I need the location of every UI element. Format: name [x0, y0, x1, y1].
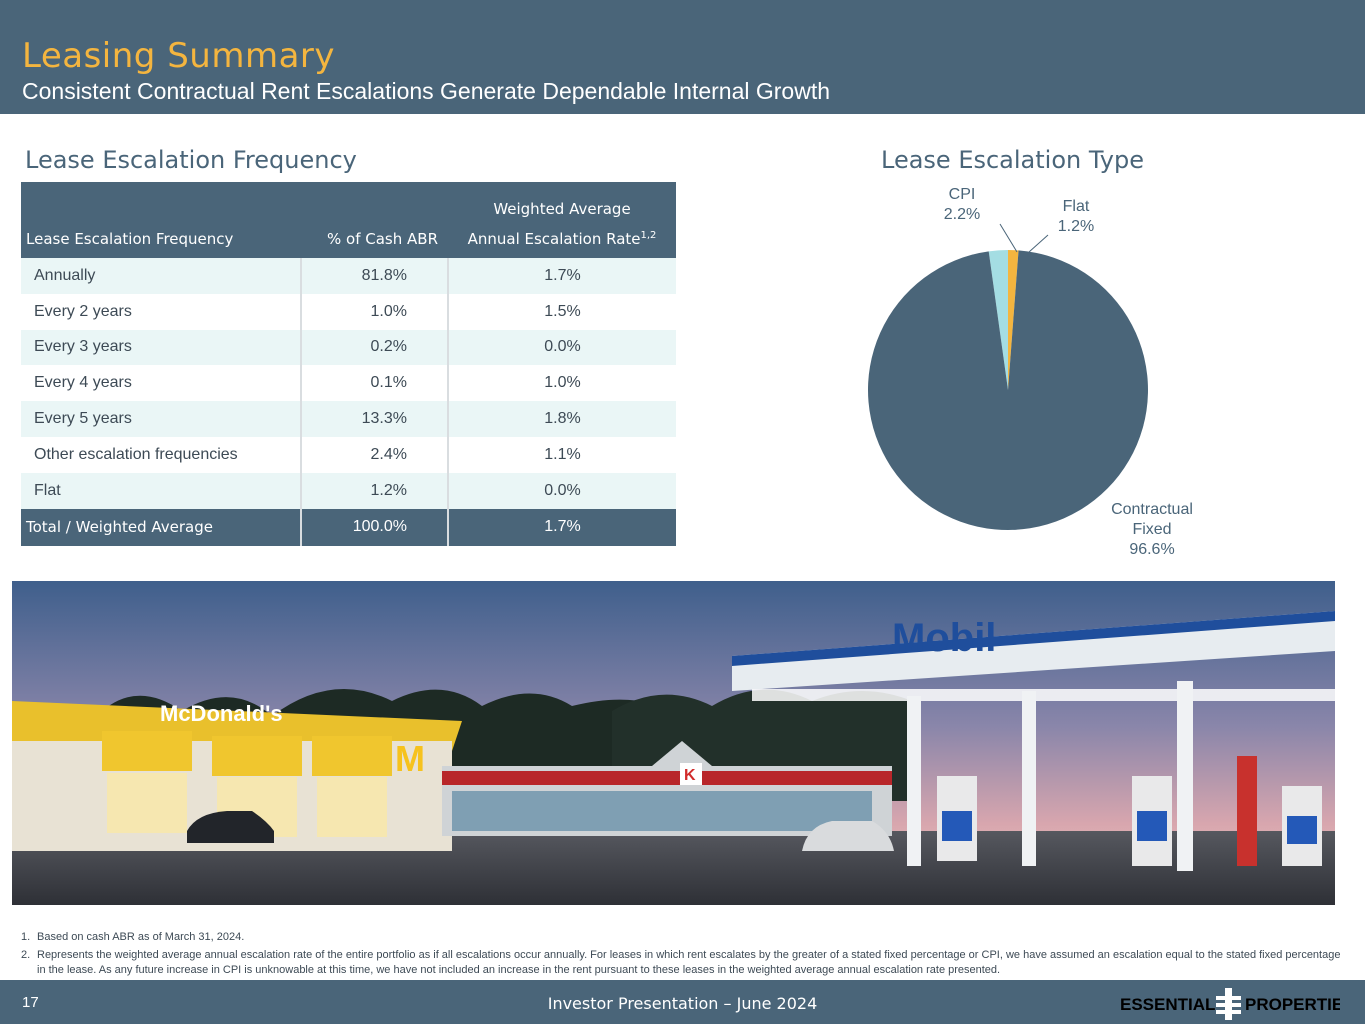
row-cash-abr: 1.0% — [301, 293, 449, 330]
row-escalation-rate: 1.5% — [448, 293, 676, 330]
row-escalation-rate: 1.8% — [448, 401, 676, 437]
footnote-text: Represents the weighted average annual e… — [37, 949, 1341, 976]
pie-label-fixed: Fixed — [1132, 521, 1171, 538]
essential-properties-logo: ESSENTIAL PROPERTIES — [1120, 988, 1340, 1020]
pie-slice-contractual-fixed — [868, 250, 1148, 530]
row-frequency: Every 3 years — [21, 329, 302, 366]
footnote-ref: 1,2 — [640, 230, 657, 241]
header-cell-cash-abr: % of Cash ABR — [301, 220, 448, 258]
header-cell — [301, 182, 448, 220]
header-bar: Leasing Summary Consistent Contractual R… — [0, 0, 1365, 114]
table-body: Annually 81.8% 1.7% Every 2 years 1.0% 1.5% Ev… — [21, 258, 676, 509]
pie-label-cpi: CPI — [949, 186, 976, 203]
footnote-number: 2. — [21, 949, 31, 961]
header-cell-escalation-rate: Annual Escalation Rate1,2 — [448, 220, 676, 258]
pie-slices — [868, 250, 1148, 530]
row-cash-abr: 1.2% — [301, 472, 449, 509]
row-frequency: Flat — [21, 472, 302, 509]
table-row: Every 4 years 0.1% 1.0% — [21, 365, 676, 402]
table-header-row: Weighted Average — [21, 182, 676, 220]
row-escalation-rate: 1.0% — [448, 365, 676, 402]
type-section-title: Lease Escalation Type — [881, 146, 1144, 174]
circle-k-logo-icon: K — [684, 767, 696, 784]
table-row: Other escalation frequencies 2.4% 1.1% — [21, 436, 676, 473]
table-row: Every 3 years 0.2% 0.0% — [21, 329, 676, 366]
row-cash-abr: 0.1% — [301, 365, 449, 402]
total-label: Total / Weighted Average — [21, 508, 302, 546]
pie-slice-cpi — [988, 250, 1008, 390]
header-escalation-rate-label: Annual Escalation Rate — [467, 230, 641, 248]
table-row: Annually 81.8% 1.7% — [21, 258, 676, 294]
table-total-row: Total / Weighted Average 100.0% 1.7% — [21, 508, 676, 546]
table-row: Flat 1.2% 0.0% — [21, 472, 676, 509]
logo-text-right: PROPERTIES — [1245, 995, 1340, 1014]
footnotes: 1. Based on cash ABR as of March 31, 202… — [21, 930, 1341, 978]
footer-bar: 17 Investor Presentation – June 2024 ESS… — [0, 980, 1365, 1024]
footnote-text: Based on cash ABR as of March 31, 2024. — [37, 931, 245, 943]
escalation-frequency-table: Weighted Average Lease Escalation Freque… — [21, 182, 676, 546]
total-cash-abr: 100.0% — [301, 508, 449, 546]
pie-value-cpi: 2.2% — [944, 206, 980, 223]
total-escalation-rate: 1.7% — [448, 508, 676, 546]
row-frequency: Other escalation frequencies — [21, 436, 302, 473]
pie-label-contractual: Contractual — [1111, 501, 1193, 518]
frequency-section-title: Lease Escalation Frequency — [25, 146, 357, 174]
row-cash-abr: 0.2% — [301, 329, 449, 366]
table-header-row: Lease Escalation Frequency % of Cash ABR… — [21, 220, 676, 258]
escalation-type-pie-chart: CPI 2.2% Flat 1.2% Contractual Fixed 96.… — [868, 186, 1193, 558]
cpi-leader-line — [999, 223, 1018, 253]
row-escalation-rate: 1.7% — [448, 258, 676, 294]
header-cell-frequency: Lease Escalation Frequency — [21, 220, 301, 258]
property-photo-illustration: McDonald's M K Mobil — [12, 581, 1335, 905]
flat-leader-line — [1028, 234, 1049, 253]
table-row: Every 2 years 1.0% 1.5% — [21, 293, 676, 330]
pie-value-contractual: 96.6% — [1129, 541, 1174, 558]
row-cash-abr: 13.3% — [301, 401, 449, 437]
header-cell — [21, 182, 301, 220]
page-number: 17 — [22, 994, 39, 1011]
logo-text-left: ESSENTIAL — [1120, 995, 1215, 1014]
row-escalation-rate: 0.0% — [448, 472, 676, 509]
footnote-2: 2. Represents the weighted average annua… — [21, 948, 1341, 978]
footnote-1: 1. Based on cash ABR as of March 31, 202… — [21, 930, 1341, 945]
logo-mark-icon — [1216, 988, 1241, 1020]
row-cash-abr: 81.8% — [301, 258, 449, 294]
table-row: Every 5 years 13.3% 1.8% — [21, 401, 676, 437]
row-frequency: Every 2 years — [21, 293, 302, 330]
pie-value-flat: 1.2% — [1058, 218, 1094, 235]
mcdonalds-arches-icon: M — [395, 738, 425, 779]
footnote-number: 1. — [21, 931, 31, 943]
pie-label-flat: Flat — [1063, 198, 1090, 215]
row-cash-abr: 2.4% — [301, 436, 449, 473]
row-escalation-rate: 1.1% — [448, 436, 676, 473]
page-title: Leasing Summary — [22, 36, 336, 76]
header-cell-weighted-average: Weighted Average — [448, 182, 676, 220]
page-subtitle: Consistent Contractual Rent Escalations … — [22, 78, 831, 104]
property-photo: McDonald's M K Mobil — [12, 581, 1335, 905]
mobil-sign: Mobil — [892, 616, 996, 660]
mcdonalds-sign: McDonald's — [160, 701, 283, 726]
pie-slice-flat — [1008, 250, 1019, 390]
row-escalation-rate: 0.0% — [448, 329, 676, 366]
row-frequency: Every 5 years — [21, 401, 302, 437]
footer-text: Investor Presentation – June 2024 — [547, 994, 818, 1013]
row-frequency: Every 4 years — [21, 365, 302, 402]
row-frequency: Annually — [21, 258, 302, 294]
